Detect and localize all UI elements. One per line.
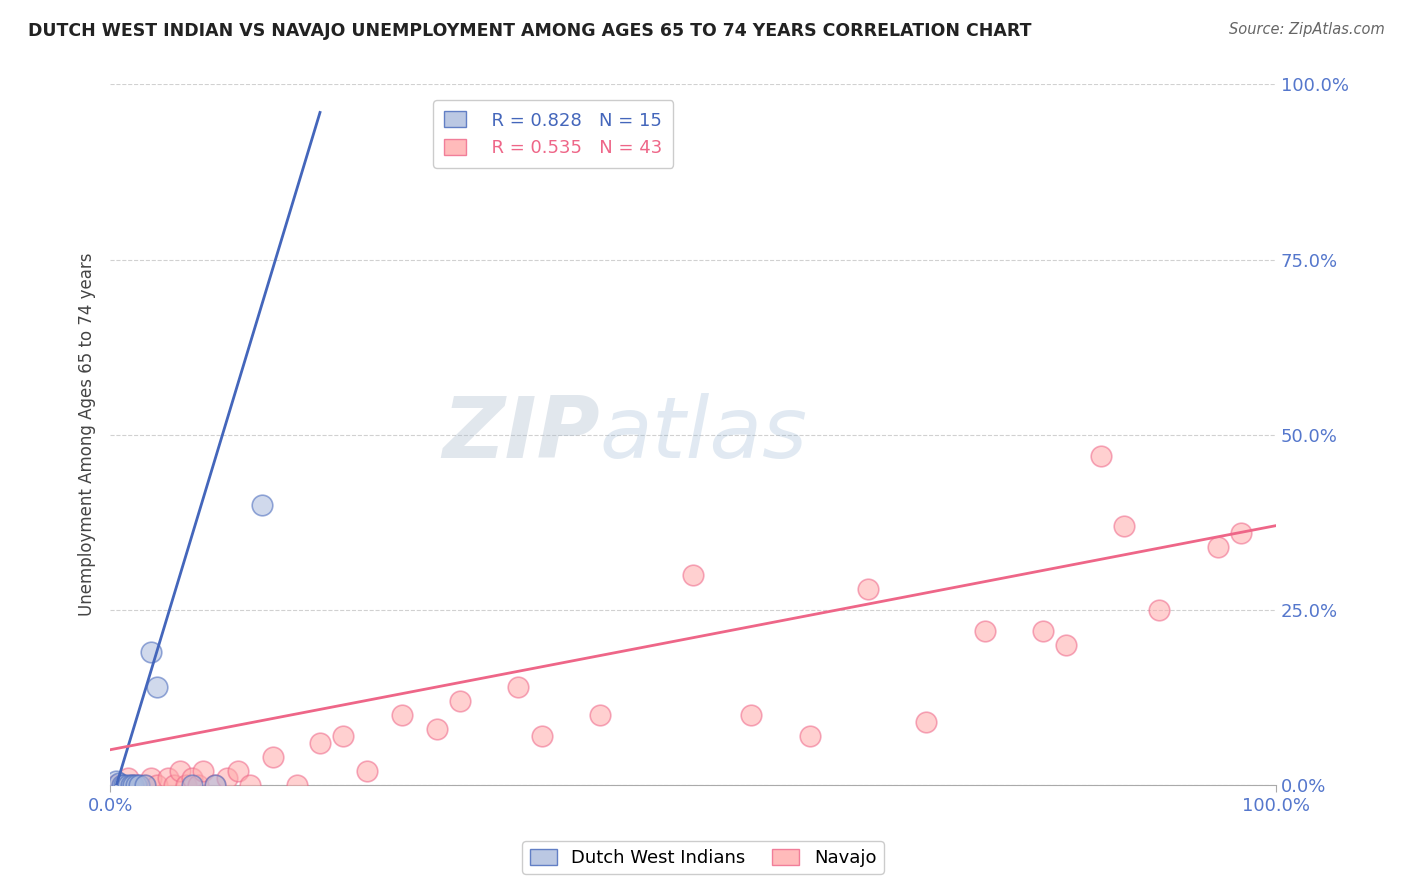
Point bbox=[104, 774, 127, 789]
Point bbox=[285, 778, 308, 792]
Point bbox=[204, 778, 226, 792]
Legend:   R = 0.828   N = 15,   R = 0.535   N = 43: R = 0.828 N = 15, R = 0.535 N = 43 bbox=[433, 101, 673, 168]
Point bbox=[111, 778, 134, 792]
Point bbox=[426, 722, 449, 736]
Point bbox=[799, 729, 821, 743]
Point bbox=[508, 680, 530, 694]
Point bbox=[146, 680, 169, 694]
Point bbox=[128, 778, 150, 792]
Point bbox=[309, 736, 332, 750]
Point bbox=[180, 778, 202, 792]
Point bbox=[134, 778, 156, 792]
Point bbox=[1054, 638, 1077, 652]
Point bbox=[169, 764, 191, 778]
Point bbox=[250, 498, 273, 512]
Point bbox=[157, 771, 180, 785]
Point bbox=[125, 778, 148, 792]
Point bbox=[262, 749, 284, 764]
Point bbox=[1090, 449, 1112, 463]
Point bbox=[356, 764, 378, 778]
Point bbox=[973, 624, 995, 638]
Point bbox=[122, 778, 145, 792]
Point bbox=[117, 778, 139, 792]
Point bbox=[193, 764, 215, 778]
Point bbox=[174, 778, 197, 792]
Point bbox=[1149, 602, 1171, 616]
Text: atlas: atlas bbox=[600, 393, 808, 476]
Point bbox=[530, 729, 553, 743]
Point bbox=[215, 771, 238, 785]
Point bbox=[108, 775, 131, 789]
Point bbox=[1114, 518, 1136, 533]
Text: DUTCH WEST INDIAN VS NAVAJO UNEMPLOYMENT AMONG AGES 65 TO 74 YEARS CORRELATION C: DUTCH WEST INDIAN VS NAVAJO UNEMPLOYMENT… bbox=[28, 22, 1032, 40]
Point bbox=[104, 778, 127, 792]
Point bbox=[332, 729, 354, 743]
Point bbox=[120, 778, 142, 792]
Point bbox=[589, 707, 612, 722]
Point bbox=[449, 694, 471, 708]
Point bbox=[134, 778, 156, 792]
Point bbox=[1206, 540, 1229, 554]
Y-axis label: Unemployment Among Ages 65 to 74 years: Unemployment Among Ages 65 to 74 years bbox=[79, 252, 96, 616]
Text: ZIP: ZIP bbox=[441, 393, 600, 476]
Point bbox=[740, 707, 762, 722]
Text: Source: ZipAtlas.com: Source: ZipAtlas.com bbox=[1229, 22, 1385, 37]
Point bbox=[391, 707, 413, 722]
Point bbox=[139, 771, 162, 785]
Point bbox=[239, 778, 262, 792]
Point bbox=[1230, 525, 1253, 540]
Point bbox=[1032, 624, 1054, 638]
Point bbox=[856, 582, 879, 596]
Point bbox=[915, 714, 938, 729]
Point bbox=[682, 567, 704, 582]
Point bbox=[180, 771, 202, 785]
Point bbox=[128, 778, 150, 792]
Legend: Dutch West Indians, Navajo: Dutch West Indians, Navajo bbox=[523, 841, 883, 874]
Point bbox=[122, 778, 145, 792]
Point bbox=[112, 778, 135, 792]
Point bbox=[187, 778, 209, 792]
Point bbox=[139, 645, 162, 659]
Point bbox=[163, 778, 186, 792]
Point bbox=[111, 778, 134, 792]
Point bbox=[204, 778, 226, 792]
Point bbox=[146, 778, 169, 792]
Point bbox=[228, 764, 250, 778]
Point bbox=[117, 771, 139, 785]
